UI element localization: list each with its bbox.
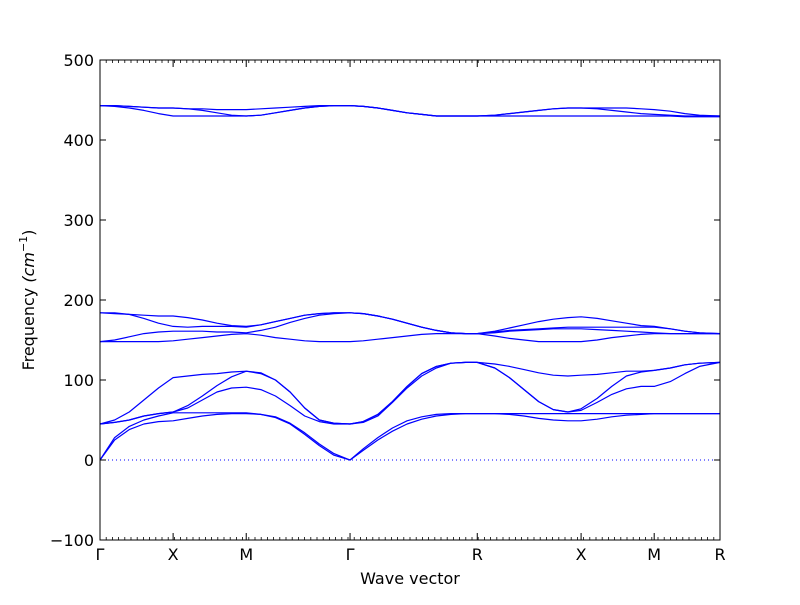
band-line-5 <box>99 361 721 425</box>
band-line-6 <box>100 333 720 343</box>
band-line-11 <box>99 104 720 118</box>
y-tick-label: 100 <box>63 371 94 390</box>
y-axis-label-close: ) <box>19 230 38 236</box>
x-tick-label: M <box>239 545 253 564</box>
band-line-12 <box>100 104 721 117</box>
y-tick-label: 400 <box>63 131 94 150</box>
y-tick-label: 0 <box>84 451 94 470</box>
tick-layer: −100 0 100 200 300 400 500 Γ X M Γ R X M R <box>50 51 726 564</box>
plot-frame <box>99 59 721 541</box>
y-axis-label: Frequency (cm−1) <box>17 230 38 371</box>
x-tick-label: X <box>576 545 587 564</box>
y-tick-label: 300 <box>63 211 94 230</box>
band-line-1 <box>99 413 720 461</box>
x-tick-label: Γ <box>346 545 355 564</box>
band-line-3 <box>99 361 721 425</box>
x-tick-label: M <box>647 545 661 564</box>
y-axis-label-sup: −1 <box>17 236 30 252</box>
x-tick-label: X <box>168 545 179 564</box>
y-tick-label: 500 <box>63 51 94 70</box>
y-tick-label: 200 <box>63 291 94 310</box>
y-tick-label: −100 <box>50 531 94 550</box>
band-line-10 <box>100 104 720 117</box>
x-tick-label: R <box>472 545 483 564</box>
x-tick-label: R <box>714 545 725 564</box>
band-line-2 <box>99 412 720 461</box>
y-axis-label-text: Frequency <box>19 283 38 371</box>
y-axis-label-unit: (cm <box>19 252 38 283</box>
series-layer <box>99 104 721 461</box>
x-tick-label: Γ <box>96 545 105 564</box>
band-line-9 <box>99 312 721 335</box>
x-axis-label: Wave vector <box>360 569 460 588</box>
